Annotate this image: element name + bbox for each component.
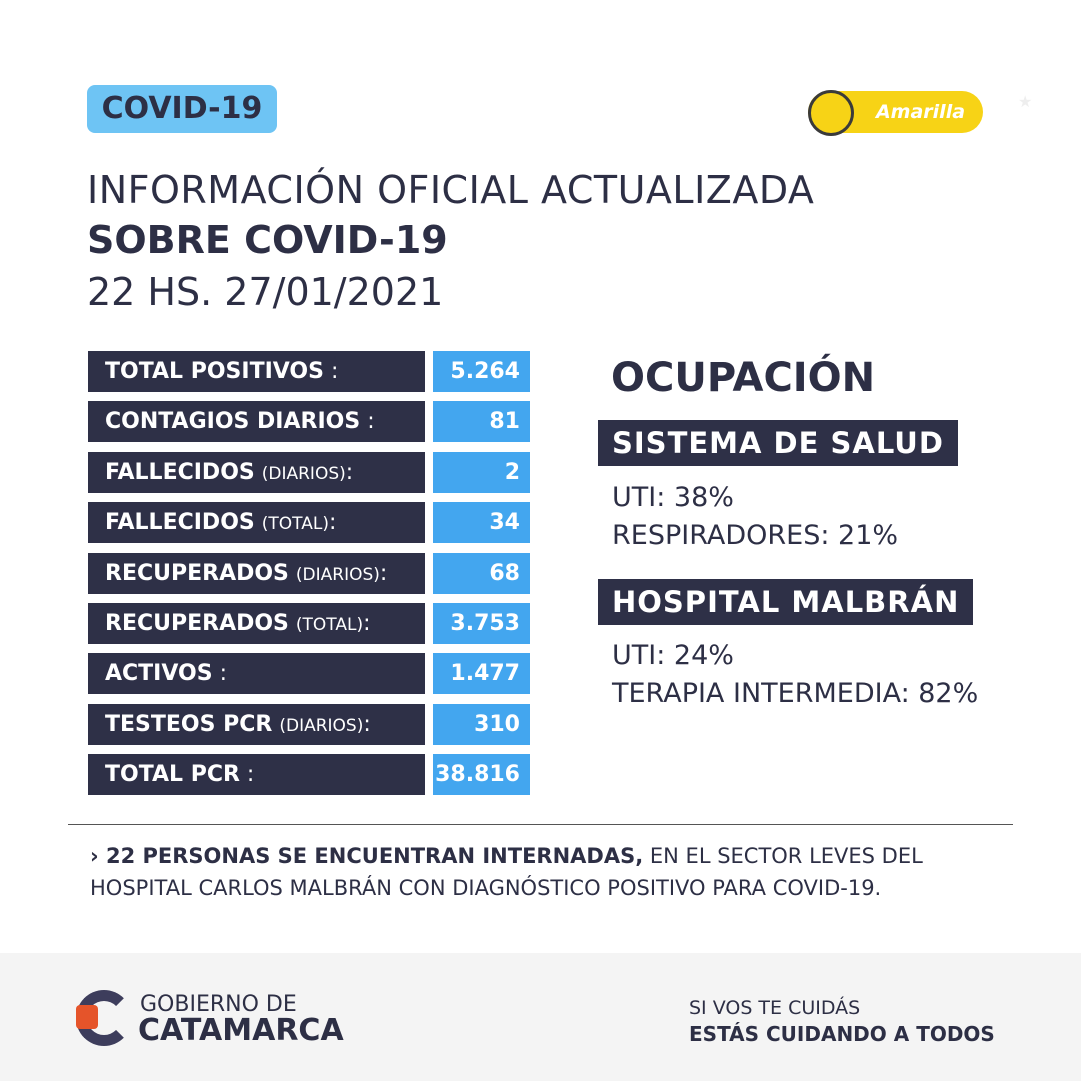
logo-line-1: GOBIERNO DE: [140, 992, 297, 1017]
section-sistema-salud: SISTEMA DE SALUD: [598, 420, 958, 466]
section-hospital-malbran: HOSPITAL MALBRÁN: [598, 579, 974, 625]
alert-level-label: Amarilla: [875, 101, 966, 123]
colon: :: [330, 359, 339, 384]
note-bold: 22 PERSONAS SE ENCUENTRAN INTERNADAS,: [105, 844, 644, 868]
colon: :: [328, 510, 337, 536]
stat-label-box: TOTAL POSITIVOS :: [88, 351, 425, 392]
stat-row: RECUPERADOS (DIARIOS): 68: [88, 552, 530, 594]
stat-value: 38.816: [433, 754, 530, 796]
stat-value: 5.264: [433, 351, 530, 392]
stat-row: TOTAL PCR :38.816: [88, 754, 530, 796]
stat-qualifier: (DIARIOS): [295, 564, 380, 585]
stat-qualifier: (DIARIOS): [261, 463, 346, 484]
colon: :: [363, 711, 371, 737]
stat-label: RECUPERADOS: [105, 611, 289, 636]
slogan-line-1: SI VOS TE CUIDÁS: [689, 997, 861, 1019]
stat-row: ACTIVOS :1.477: [88, 653, 530, 695]
stat-row: RECUPERADOS (TOTAL): 3.753: [88, 603, 530, 644]
stat-value: 1.477: [433, 653, 530, 695]
stat-row: CONTAGIOS DIARIOS :81: [88, 401, 530, 443]
title-line-2: SOBRE COVID-19: [87, 218, 448, 262]
colon: :: [363, 611, 371, 636]
alert-level-indicator: Amarilla: [808, 90, 983, 136]
occupancy-line: TERAPIA INTERMEDIA: 82%: [612, 678, 979, 709]
stat-label-box: TESTEOS PCR (DIARIOS):: [88, 703, 425, 745]
stat-row: TOTAL POSITIVOS :5.264: [88, 351, 530, 392]
stat-label-box: CONTAGIOS DIARIOS :: [88, 401, 425, 443]
stat-value: 68: [433, 552, 530, 594]
stat-label: TOTAL POSITIVOS: [105, 359, 324, 384]
stat-value: 3.753: [433, 603, 530, 644]
stat-qualifier: (DIARIOS): [279, 715, 364, 736]
stat-label: FALLECIDOS: [105, 459, 255, 485]
stat-label: FALLECIDOS: [105, 510, 255, 536]
timestamp: 22 HS. 27/01/2021: [87, 270, 444, 314]
stat-value: 34: [433, 502, 530, 544]
internment-note: › 22 PERSONAS SE ENCUENTRAN INTERNADAS, …: [90, 840, 1010, 904]
title-line-1: INFORMACIÓN OFICIAL ACTUALIZADA: [87, 168, 815, 212]
stat-qualifier: (TOTAL): [261, 514, 329, 535]
stat-label: CONTAGIOS DIARIOS: [105, 409, 361, 435]
stat-label: RECUPERADOS: [105, 560, 289, 586]
stat-label-box: TOTAL PCR :: [88, 754, 425, 796]
stat-label-box: ACTIVOS :: [88, 653, 425, 695]
footer: [0, 953, 1081, 1081]
stat-label-box: RECUPERADOS (TOTAL):: [88, 603, 425, 644]
stat-qualifier: (TOTAL): [295, 615, 364, 635]
stat-label-box: RECUPERADOS (DIARIOS):: [88, 552, 425, 594]
chevron-icon: ›: [90, 844, 106, 868]
alert-dot-icon: [808, 90, 854, 136]
stat-value: 2: [433, 451, 530, 493]
colon: :: [367, 409, 375, 435]
stat-label: TOTAL PCR: [105, 762, 240, 788]
occupancy-line: UTI: 24%: [612, 640, 734, 671]
colon: :: [345, 459, 354, 485]
star-icon: ★: [1018, 92, 1033, 111]
slogan-line-2: ESTÁS CUIDANDO A TODOS: [689, 1022, 995, 1046]
occupancy-title: OCUPACIÓN: [611, 355, 876, 401]
occupancy-line: RESPIRADORES: 21%: [612, 520, 899, 551]
stat-label-box: FALLECIDOS (TOTAL):: [88, 502, 425, 544]
stat-value: 310: [433, 703, 530, 745]
stat-label: TESTEOS PCR: [105, 711, 273, 737]
logo-line-2: CATAMARCA: [138, 1013, 344, 1048]
stat-value: 81: [433, 401, 530, 443]
logo-emblem-icon: [76, 1005, 98, 1029]
note-text: EN EL SECTOR LEVES DEL HOSPITAL CARLOS M…: [90, 844, 923, 900]
stat-row: TESTEOS PCR (DIARIOS): 310: [88, 703, 530, 745]
colon: :: [246, 762, 255, 788]
stat-label-box: FALLECIDOS (DIARIOS):: [88, 451, 425, 493]
covid-badge: COVID-19: [87, 85, 277, 133]
stat-label: ACTIVOS: [105, 661, 213, 687]
stat-row: FALLECIDOS (DIARIOS): 2: [88, 451, 530, 493]
stat-row: FALLECIDOS (TOTAL): 34: [88, 502, 530, 544]
colon: :: [219, 661, 227, 687]
divider: [68, 824, 1013, 825]
colon: :: [379, 560, 388, 586]
occupancy-line: UTI: 38%: [612, 482, 734, 513]
